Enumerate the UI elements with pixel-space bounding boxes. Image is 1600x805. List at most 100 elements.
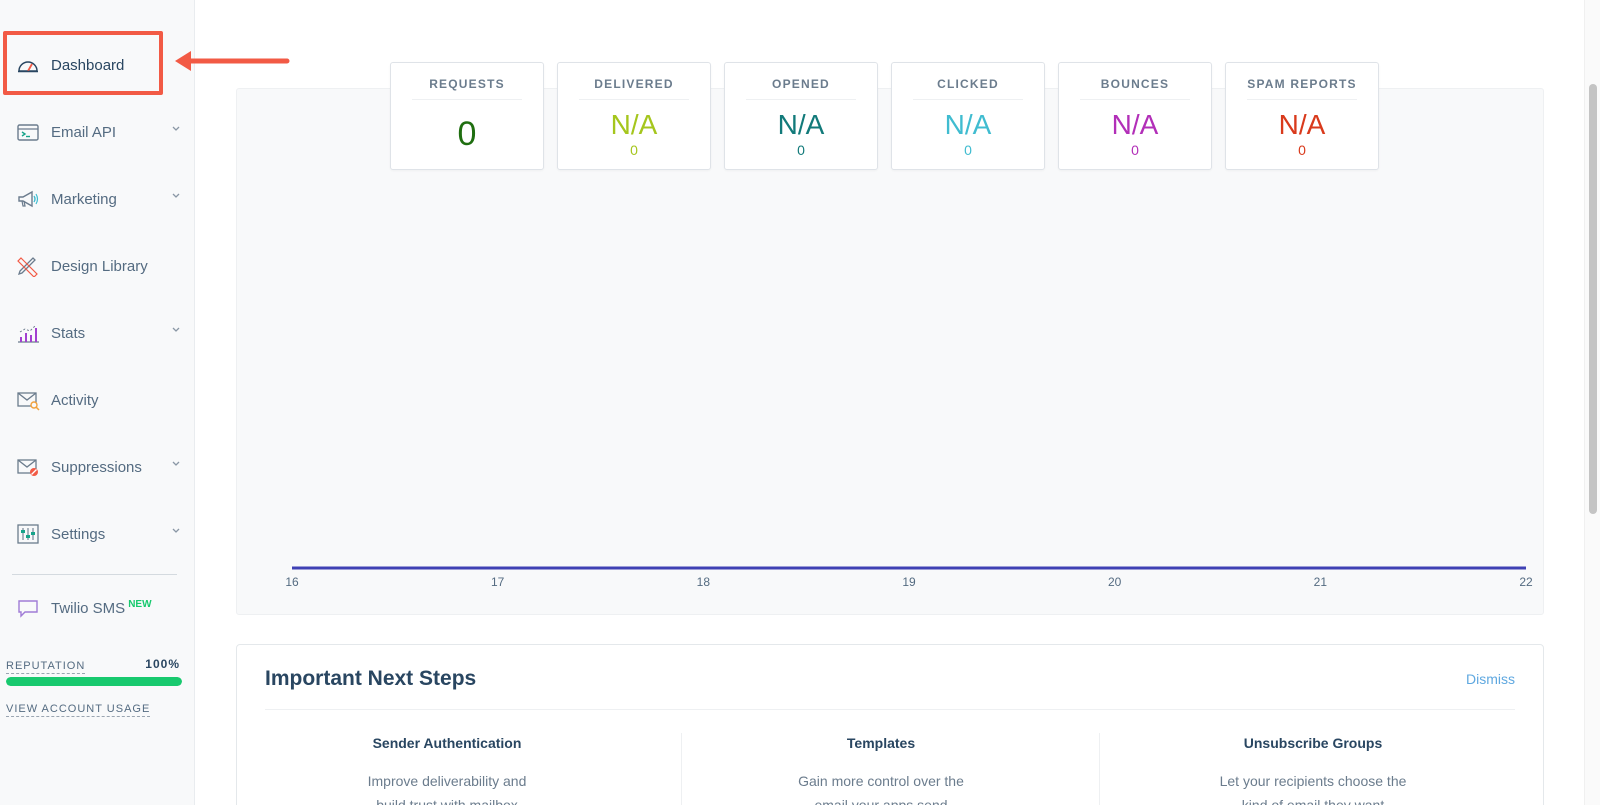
pencil-ruler-icon [17,257,38,277]
sidebar-item-activity[interactable]: Activity [0,380,195,420]
chevron-down-icon [172,193,180,198]
next-steps-panel: Important Next Steps Dismiss Sender Auth… [236,644,1544,805]
stats-chart-panel [236,88,1544,615]
desc-line: email your apps send [814,797,948,805]
stat-value: N/A [610,109,658,140]
stat-separator [746,99,856,100]
next-step-unsubscribe-groups: Unsubscribe Groups Let your recipients c… [1103,735,1523,805]
x-tick-label: 16 [285,575,299,589]
sidebar-item-design-library[interactable]: Design Library [0,246,195,286]
stat-count: 0 [964,142,972,158]
sidebar-item-twilio-sms[interactable]: Twilio SMS NEW [0,588,195,628]
twilio-sms-label: Twilio SMS [51,599,126,617]
stat-count: 0 [797,142,805,158]
next-step-description: Let your recipients choose the kind of em… [1103,769,1523,805]
x-tick-label: 17 [491,575,505,589]
next-step-title[interactable]: Unsubscribe Groups [1243,735,1383,751]
stat-card-spam-reports[interactable]: SPAM REPORTS N/A 0 [1225,62,1379,170]
next-step-sender-authentication: Sender Authentication Improve deliverabi… [237,735,657,805]
stat-separator [1247,99,1357,100]
stat-count: 0 [1131,142,1139,158]
next-step-templates: Templates Gain more control over the emai… [671,735,1091,805]
sidebar-item-label: Email API [51,123,117,141]
stat-value: 0 [457,115,477,153]
megaphone-icon [18,190,39,208]
x-tick-label: 20 [1108,575,1122,589]
sidebar-item-label: Activity [51,391,99,409]
sidebar-item-label: Suppressions [51,458,142,476]
stat-separator [412,99,522,100]
desc-line: Gain more control over the [798,773,964,789]
sidebar-item-label: Dashboard [51,56,125,74]
desc-line: Improve deliverability and [367,773,527,789]
stat-card-delivered[interactable]: DELIVERED N/A 0 [557,62,711,170]
column-divider [681,733,682,805]
stat-value: N/A [1111,109,1159,140]
annotation-arrow-icon [175,51,290,71]
desc-line: build trust with mailbox [376,797,518,805]
stat-count: 0 [1298,142,1306,158]
stat-title: OPENED [772,77,830,91]
x-tick-label: 21 [1314,575,1328,589]
sidebar: Dashboard Email API Marketing Design Lib… [0,0,195,805]
annotation-highlight-box [3,31,163,95]
reputation-bar [6,677,182,686]
stat-card-bounces[interactable]: BOUNCES N/A 0 [1058,62,1212,170]
reputation-bar-fill [6,677,182,686]
stat-title: SPAM REPORTS [1247,77,1357,91]
stat-separator [579,99,689,100]
stat-title: BOUNCES [1100,77,1170,91]
next-step-description: Gain more control over the email your app… [671,769,1091,805]
stat-value: N/A [777,109,825,140]
sidebar-item-suppressions[interactable]: Suppressions [0,447,195,487]
bar-chart-icon [18,324,39,343]
stat-separator [913,99,1023,100]
next-step-description: Improve deliverability and build trust wi… [237,769,657,805]
reputation-value: 100% [145,657,180,671]
stat-card-requests[interactable]: REQUESTS 0 [390,62,544,170]
dismiss-link[interactable]: Dismiss [1466,671,1515,687]
desc-line: Let your recipients choose the [1219,773,1407,789]
stat-title: DELIVERED [594,77,674,91]
stat-card-clicked[interactable]: CLICKED N/A 0 [891,62,1045,170]
sidebar-item-label: Settings [51,525,106,543]
desc-line: kind of email they want [1241,797,1385,805]
chevron-down-icon [172,327,180,332]
chevron-down-icon [172,461,180,466]
sidebar-item-marketing[interactable]: Marketing [0,179,195,219]
x-tick-label: 22 [1519,575,1533,589]
stat-title: CLICKED [937,77,999,91]
stat-card-opened[interactable]: OPENED N/A 0 [724,62,878,170]
page-scrollbar[interactable] [1584,0,1600,805]
stats-line-chart: 16 17 18 19 20 21 22 [285,566,1533,589]
sidebar-item-label: Marketing [51,190,117,208]
stat-title: REQUESTS [429,77,505,91]
stat-value: N/A [1278,109,1326,140]
code-window-icon [17,124,39,141]
x-tick-label: 19 [902,575,916,589]
x-tick-label: 18 [697,575,711,589]
sidebar-item-label: Twilio SMS NEW [51,598,152,617]
envelope-search-icon [17,392,40,411]
sidebar-item-email-api[interactable]: Email API [0,112,195,152]
sidebar-item-settings[interactable]: Settings [0,514,195,554]
next-steps-title: Important Next Steps [265,667,477,690]
stat-value: N/A [944,109,992,140]
new-badge: NEW [128,598,152,610]
view-account-usage-link[interactable]: VIEW ACCOUNT USAGE [6,703,151,717]
next-steps-divider [265,709,1515,710]
chevron-down-icon [172,528,180,533]
sidebar-item-dashboard[interactable]: Dashboard [0,45,195,85]
column-divider [1099,733,1100,805]
scrollbar-thumb[interactable] [1589,84,1597,514]
next-step-title[interactable]: Sender Authentication [372,735,522,751]
sidebar-item-label: Stats [51,324,86,342]
stat-separator [1080,99,1190,100]
dashboard-gauge-icon [18,61,38,73]
reputation-label[interactable]: REPUTATION [6,660,86,674]
chevron-down-icon [172,126,180,131]
envelope-blocked-icon [17,459,38,476]
next-step-title[interactable]: Templates [846,735,916,751]
sidebar-divider [12,574,177,575]
sidebar-item-stats[interactable]: Stats [0,313,195,353]
